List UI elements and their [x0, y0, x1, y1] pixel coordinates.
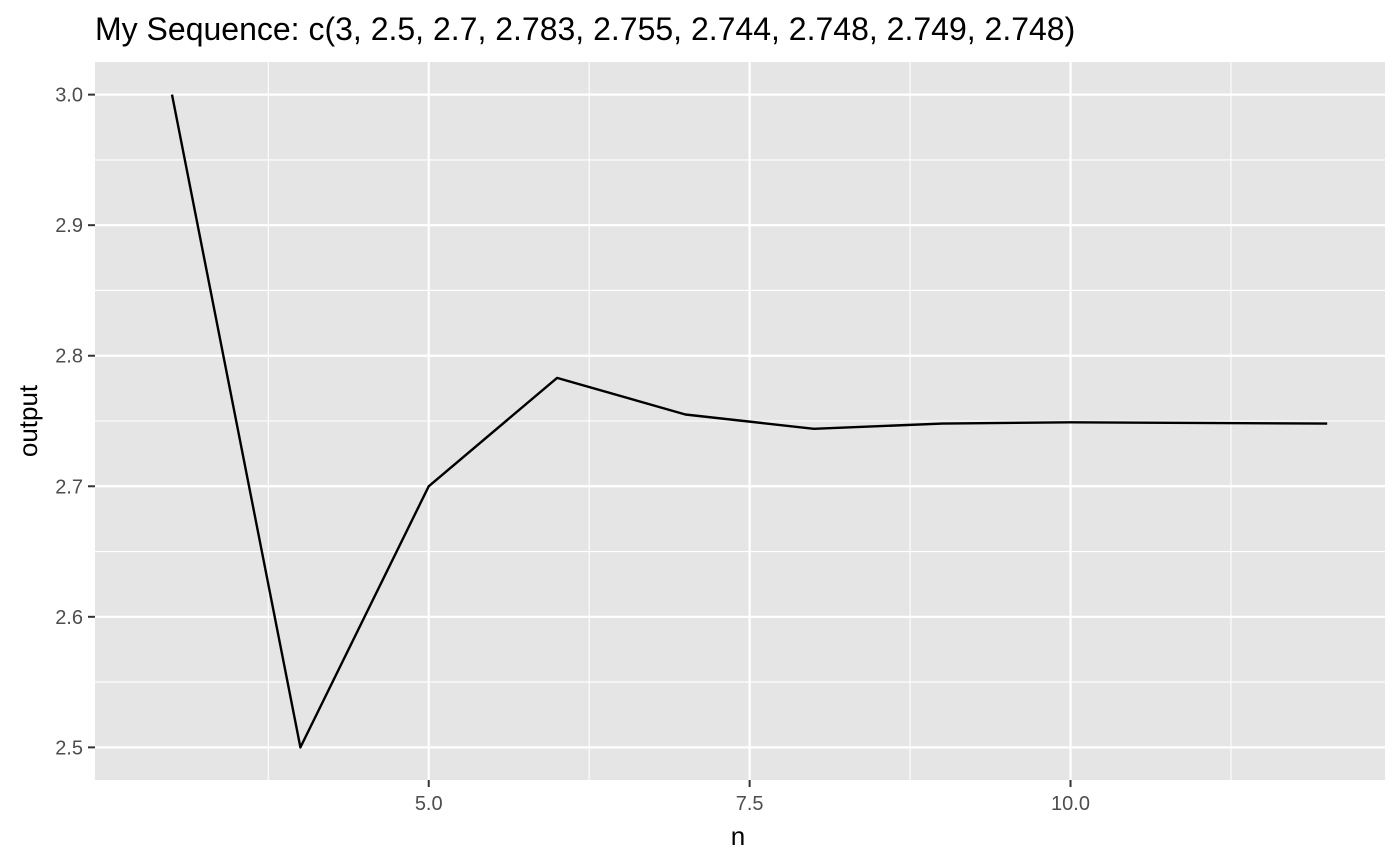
y-tick-label: 2.6: [55, 607, 83, 629]
x-tick-label: 10.0: [1051, 793, 1090, 815]
x-axis-title: n: [731, 821, 745, 851]
series-group: [170, 94, 1328, 749]
y-tick-label: 2.8: [55, 346, 83, 368]
y-tick-label: 2.9: [55, 215, 83, 237]
major-gridlines: [95, 62, 1385, 780]
x-tick-label: 5.0: [415, 793, 443, 815]
chart-title: My Sequence: c(3, 2.5, 2.7, 2.783, 2.755…: [95, 11, 1075, 47]
y-axis-ticks: 2.5 2.6 2.7 2.8 2.9 3.0: [55, 85, 95, 759]
y-tick-label: 2.7: [55, 476, 83, 498]
x-tick-label: 7.5: [736, 793, 764, 815]
y-tick-label: 2.5: [55, 737, 83, 759]
y-axis-title: output: [13, 384, 43, 457]
x-axis-ticks: 5.0 7.5 10.0: [415, 780, 1090, 815]
series-line: [170, 94, 1328, 749]
y-tick-label: 3.0: [55, 85, 83, 107]
